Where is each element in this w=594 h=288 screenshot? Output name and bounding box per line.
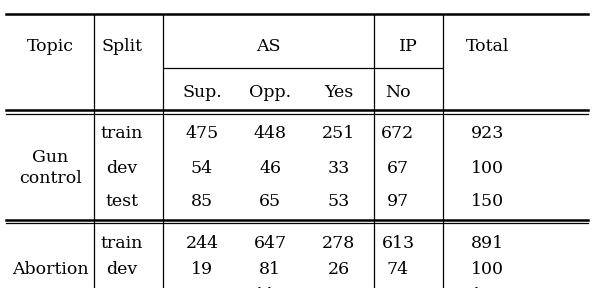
Text: 647: 647 (254, 235, 287, 252)
Text: Topic: Topic (27, 37, 74, 55)
Text: 891: 891 (470, 235, 504, 252)
Text: 85: 85 (191, 193, 213, 210)
Text: 100: 100 (470, 261, 504, 278)
Text: Abortion: Abortion (12, 261, 89, 278)
Text: No: No (385, 84, 411, 101)
Text: 65: 65 (259, 193, 282, 210)
Text: test: test (105, 193, 138, 210)
Text: IP: IP (399, 37, 418, 55)
Text: 53: 53 (327, 287, 350, 288)
Text: 26: 26 (327, 261, 350, 278)
Text: 97: 97 (387, 193, 409, 210)
Text: Sup.: Sup. (182, 84, 222, 101)
Text: 150: 150 (470, 193, 504, 210)
Text: dev: dev (106, 261, 137, 278)
Text: 923: 923 (470, 125, 504, 143)
Text: 150: 150 (470, 287, 504, 288)
Text: test: test (105, 287, 138, 288)
Text: 33: 33 (191, 287, 213, 288)
Text: 81: 81 (259, 261, 282, 278)
Text: 19: 19 (191, 261, 213, 278)
Text: 278: 278 (322, 235, 355, 252)
Text: Opp.: Opp. (249, 84, 291, 101)
Text: 475: 475 (185, 125, 219, 143)
Text: 54: 54 (191, 160, 213, 177)
Text: 613: 613 (381, 235, 415, 252)
Text: 244: 244 (185, 235, 219, 252)
Text: 117: 117 (254, 287, 287, 288)
Text: Split: Split (101, 37, 143, 55)
Text: train: train (100, 235, 143, 252)
Text: Yes: Yes (324, 84, 353, 101)
Text: train: train (100, 125, 143, 143)
Text: 53: 53 (327, 193, 350, 210)
Text: AS: AS (257, 37, 281, 55)
Text: 100: 100 (470, 160, 504, 177)
Text: 67: 67 (387, 160, 409, 177)
Text: 672: 672 (381, 125, 415, 143)
Text: dev: dev (106, 160, 137, 177)
Text: 33: 33 (327, 160, 350, 177)
Text: 46: 46 (259, 160, 282, 177)
Text: 74: 74 (387, 261, 409, 278)
Text: 448: 448 (254, 125, 287, 143)
Text: Total: Total (465, 37, 509, 55)
Text: 251: 251 (322, 125, 355, 143)
Text: 97: 97 (387, 287, 409, 288)
Text: Gun
control: Gun control (19, 149, 82, 187)
